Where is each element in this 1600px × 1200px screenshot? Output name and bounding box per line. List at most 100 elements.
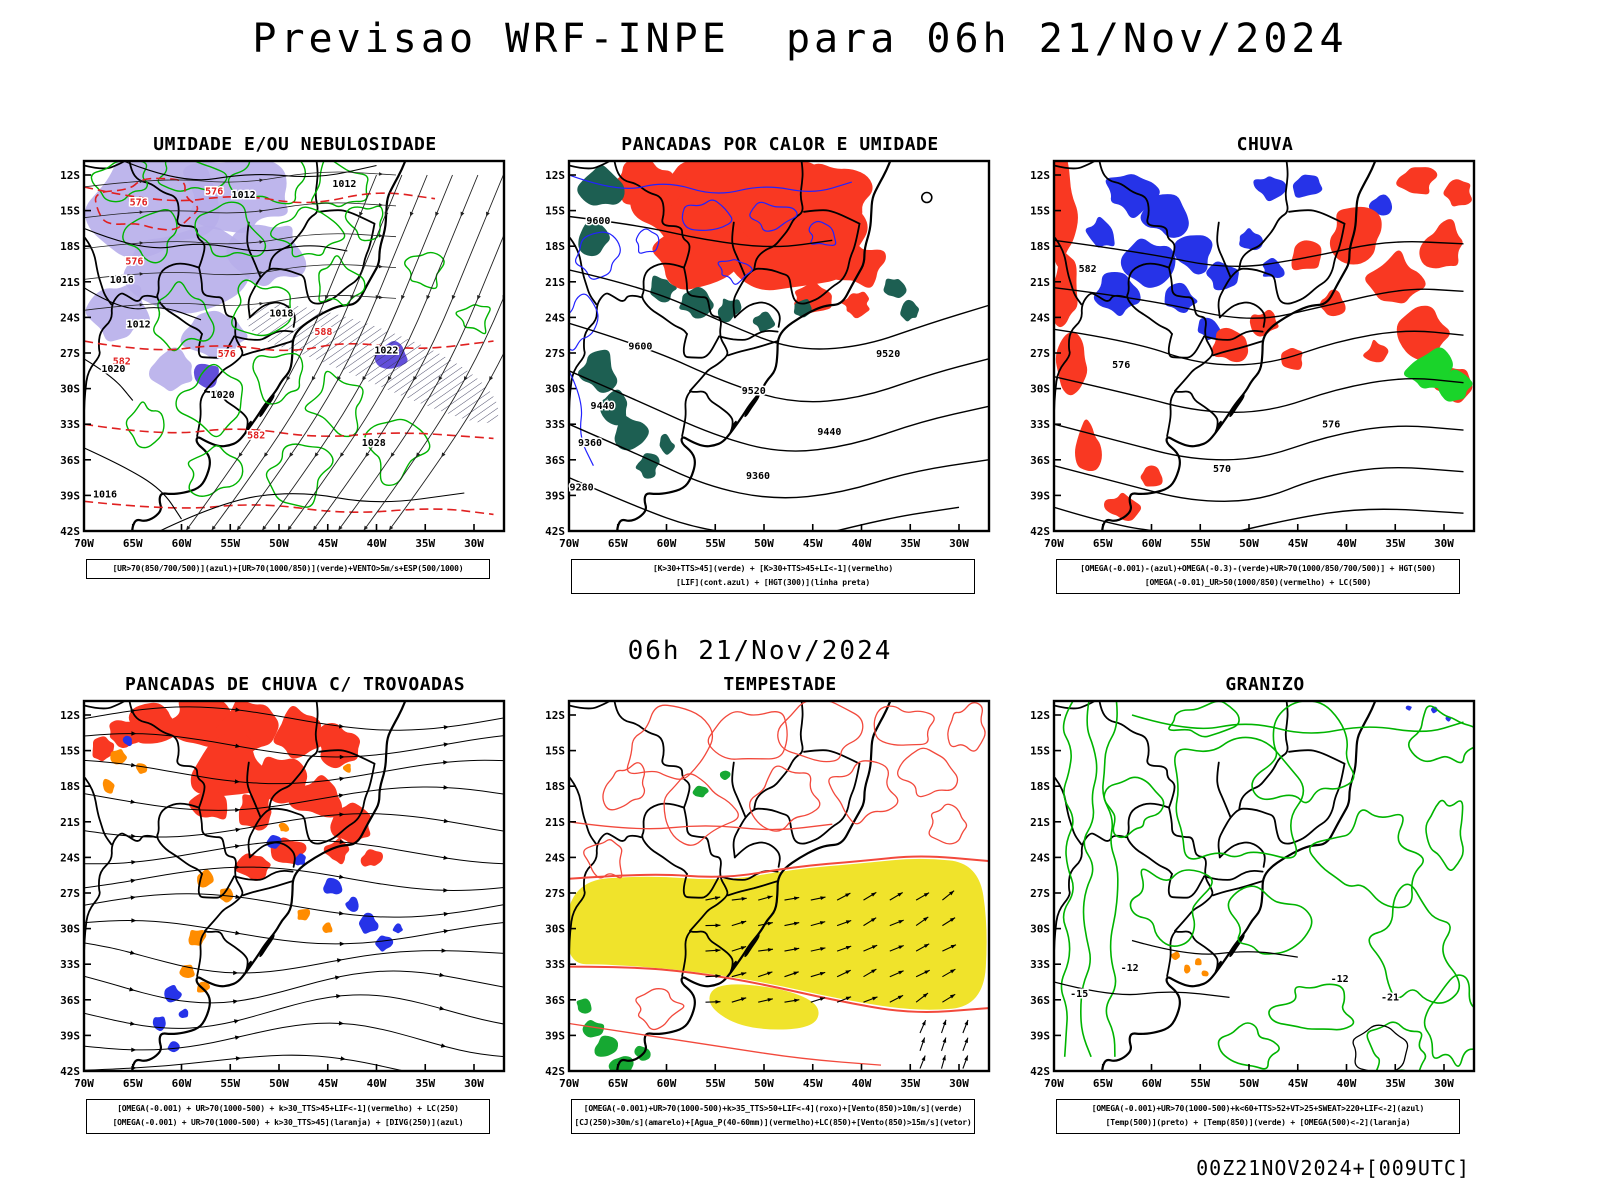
svg-text:15S: 15S xyxy=(545,745,565,758)
svg-text:30S: 30S xyxy=(545,923,565,936)
svg-text:42S: 42S xyxy=(545,1065,565,1078)
panel-title-granizo: GRANIZO xyxy=(1225,674,1305,695)
svg-text:40W: 40W xyxy=(1337,537,1357,550)
svg-text:-21: -21 xyxy=(1381,993,1399,1004)
svg-text:35W: 35W xyxy=(900,1077,920,1090)
svg-text:1020: 1020 xyxy=(211,390,235,401)
svg-text:576: 576 xyxy=(205,186,223,197)
panel-title-tempestade: TEMPESTADE xyxy=(723,674,837,695)
svg-text:570: 570 xyxy=(1213,464,1231,475)
svg-text:30W: 30W xyxy=(1434,1077,1454,1090)
svg-text:30S: 30S xyxy=(1030,383,1050,396)
svg-text:9440: 9440 xyxy=(591,401,615,412)
svg-text:50W: 50W xyxy=(1239,537,1259,550)
svg-text:50W: 50W xyxy=(269,537,289,550)
svg-text:27S: 27S xyxy=(1030,347,1050,360)
caption-box-pancadas-trovoadas: [OMEGA(-0.001) + UR>70(1000-500) + k>30_… xyxy=(86,1099,490,1134)
svg-text:40W: 40W xyxy=(367,537,387,550)
svg-text:42S: 42S xyxy=(60,1065,80,1078)
svg-text:582: 582 xyxy=(113,357,131,368)
svg-text:39S: 39S xyxy=(1030,1029,1050,1042)
svg-text:30W: 30W xyxy=(464,1077,484,1090)
caption-line: [Temp(500)](preto) + [Temp(850)](verde) … xyxy=(1105,1118,1411,1128)
svg-text:30S: 30S xyxy=(60,923,80,936)
svg-text:12S: 12S xyxy=(1030,169,1050,182)
svg-text:24S: 24S xyxy=(545,851,565,864)
svg-text:35W: 35W xyxy=(1385,537,1405,550)
svg-text:70W: 70W xyxy=(74,537,94,550)
panel-tempestade: TEMPESTADE 12S 15S 18S 21S 24S 27S 30S 33S 36S 39… xyxy=(525,674,995,1134)
svg-text:9600: 9600 xyxy=(628,342,652,353)
svg-text:55W: 55W xyxy=(220,537,240,550)
svg-text:21S: 21S xyxy=(1030,276,1050,289)
svg-text:42S: 42S xyxy=(1030,525,1050,538)
svg-text:12S: 12S xyxy=(1030,709,1050,722)
svg-text:55W: 55W xyxy=(220,1077,240,1090)
svg-text:39S: 39S xyxy=(545,489,565,502)
caption-line: [CJ(250)>30m/s](amarelo)+[Agua_P(40-60mm… xyxy=(574,1118,972,1128)
svg-text:65W: 65W xyxy=(123,1077,143,1090)
svg-text:55W: 55W xyxy=(1190,537,1210,550)
svg-text:33S: 33S xyxy=(545,418,565,431)
svg-text:60W: 60W xyxy=(657,537,677,550)
svg-text:576: 576 xyxy=(125,257,143,268)
svg-text:30W: 30W xyxy=(1434,537,1454,550)
panel-title-chuva: CHUVA xyxy=(1236,134,1294,155)
caption-box-umidade: [UR>70(850/700/500)](azul)+[UR>70(1000/8… xyxy=(86,559,490,580)
svg-text:-12: -12 xyxy=(1121,963,1139,974)
svg-text:33S: 33S xyxy=(545,958,565,971)
svg-text:30S: 30S xyxy=(60,383,80,396)
svg-text:70W: 70W xyxy=(559,1077,579,1090)
svg-text:65W: 65W xyxy=(608,537,628,550)
svg-text:60W: 60W xyxy=(172,537,192,550)
page-title: Previsao WRF-INPE para 06h 21/Nov/2024 xyxy=(252,16,1348,62)
svg-text:42S: 42S xyxy=(60,525,80,538)
svg-text:36S: 36S xyxy=(60,454,80,467)
svg-text:18S: 18S xyxy=(1030,240,1050,253)
svg-text:15S: 15S xyxy=(1030,745,1050,758)
svg-text:21S: 21S xyxy=(60,816,80,829)
svg-text:1012: 1012 xyxy=(127,320,151,331)
caption-line: [OMEGA(-0.001) + UR>70(1000-500) + k>30_… xyxy=(112,1118,464,1128)
valid-time-label: 06h 21/Nov/2024 xyxy=(627,636,893,666)
svg-text:50W: 50W xyxy=(269,1077,289,1090)
svg-text:30W: 30W xyxy=(949,537,969,550)
svg-text:-15: -15 xyxy=(1070,989,1088,1000)
panel-pancadas-calor: PANCADAS POR CALOR E UMIDADE 12S 15S 18S 21… xyxy=(525,134,995,594)
svg-text:65W: 65W xyxy=(1093,537,1113,550)
svg-text:24S: 24S xyxy=(60,311,80,324)
svg-text:576: 576 xyxy=(1322,419,1340,430)
svg-text:50W: 50W xyxy=(1239,1077,1259,1090)
svg-text:15S: 15S xyxy=(1030,205,1050,218)
panel-pancadas-trovoadas: PANCADAS DE CHUVA C/ TROVOADAS 12S 15S 18S… xyxy=(40,674,510,1134)
caption-box-pancadas-calor: [K>30+TTS>45](verde) + [K>30+TTS>45+LI<-… xyxy=(571,559,975,594)
svg-text:12S: 12S xyxy=(60,169,80,182)
svg-text:12S: 12S xyxy=(60,709,80,722)
caption-line: [OMEGA(-0.001)+UR>70(1000-500)+k>35_TTS>… xyxy=(583,1104,963,1113)
svg-text:45W: 45W xyxy=(803,537,823,550)
svg-text:15S: 15S xyxy=(545,205,565,218)
svg-text:35W: 35W xyxy=(415,1077,435,1090)
panel-title-pancadas-calor: PANCADAS POR CALOR E UMIDADE xyxy=(621,134,939,155)
svg-text:36S: 36S xyxy=(545,454,565,467)
caption-line: [K>30+TTS>45](verde) + [K>30+TTS>45+LI<-… xyxy=(652,564,894,573)
svg-text:18S: 18S xyxy=(545,240,565,253)
svg-text:55W: 55W xyxy=(705,537,725,550)
svg-text:21S: 21S xyxy=(545,816,565,829)
svg-text:65W: 65W xyxy=(1093,1077,1113,1090)
svg-text:9360: 9360 xyxy=(746,471,770,482)
svg-text:45W: 45W xyxy=(803,1077,823,1090)
svg-text:39S: 39S xyxy=(545,1029,565,1042)
svg-text:55W: 55W xyxy=(1190,1077,1210,1090)
svg-text:18S: 18S xyxy=(545,780,565,793)
svg-text:35W: 35W xyxy=(1385,1077,1405,1090)
svg-text:21S: 21S xyxy=(60,276,80,289)
svg-text:39S: 39S xyxy=(60,1029,80,1042)
svg-text:33S: 33S xyxy=(1030,418,1050,431)
svg-text:582: 582 xyxy=(1079,264,1097,275)
svg-text:9440: 9440 xyxy=(817,427,841,438)
svg-text:42S: 42S xyxy=(1030,1065,1050,1078)
